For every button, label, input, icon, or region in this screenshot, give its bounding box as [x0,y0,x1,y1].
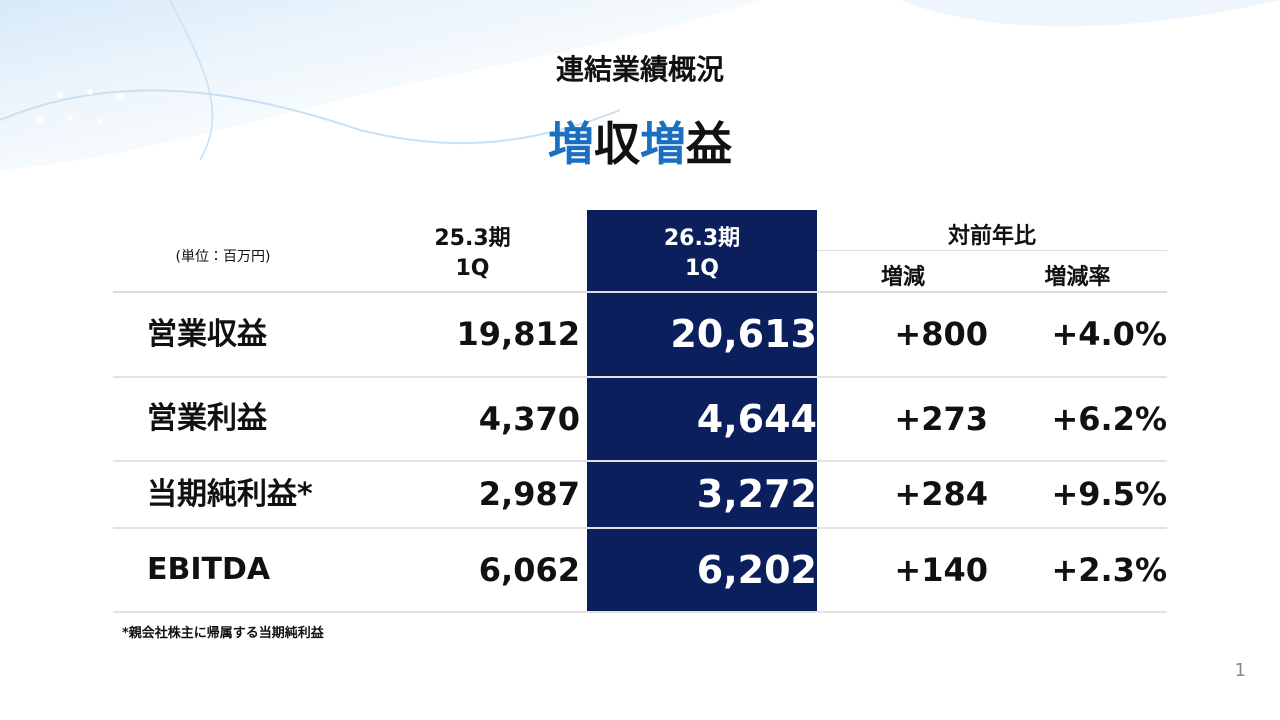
cell-value: +6.2% [1051,400,1167,438]
cell-value: 3,272 [696,472,817,516]
subcolumn-header: 増減率 [1044,265,1111,290]
headline-part: 増 [548,117,594,171]
period: 25.3期 [434,226,511,251]
cell-value: 4,370 [478,400,580,438]
row-label: EBITDA [147,552,271,587]
page-number: 1 [1234,660,1246,681]
headline-part: 増 [640,117,686,171]
cell-value: 19,812 [456,315,580,353]
row-rule [113,460,1167,462]
highlight-column [587,210,817,612]
divider [817,250,1167,251]
comparison-header: 対前年比 [947,224,1036,249]
cell-value: 20,613 [670,312,817,356]
row-label: 当期純利益* [147,477,313,512]
row-rule [113,376,1167,378]
unit-label: (単位：百万円) [175,249,271,265]
cell-value: +800 [894,315,988,353]
row-rule [113,611,1167,613]
headline-part: 収 [594,117,640,171]
cell-value: 6,202 [696,548,817,592]
column-header: 25.3期 1Q [400,224,545,284]
cell-value: 2,987 [478,475,580,513]
footnote: *親会社株主に帰属する当期純利益 [122,626,324,641]
cell-value: +273 [894,400,988,438]
cell-value: +2.3% [1051,551,1167,589]
quarter: 1Q [684,256,719,281]
cell-value: +140 [894,551,988,589]
headline: 増収増益 [0,108,1280,174]
row-rule [113,527,1167,529]
cell-value: 4,644 [696,397,817,441]
period: 26.3期 [663,226,741,251]
column-header: 26.3期 1Q [587,224,817,284]
header-rule [113,291,1167,293]
headline-part: 益 [686,117,732,171]
subcolumn-header: 増減 [880,265,925,290]
background-waves [0,0,1280,170]
quarter: 1Q [455,256,490,281]
row-label: 営業収益 [147,317,267,352]
cell-value: 6,062 [478,551,580,589]
title: 連結業績概況 [555,53,724,86]
cell-value: +9.5% [1051,475,1167,513]
cell-value: +284 [894,475,988,513]
cell-value: +4.0% [1051,315,1167,353]
row-label: 営業利益 [147,401,267,436]
